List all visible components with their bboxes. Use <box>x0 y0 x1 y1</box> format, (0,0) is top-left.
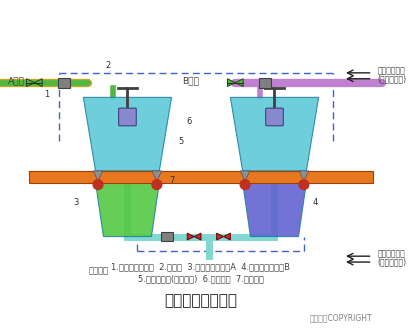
Polygon shape <box>26 79 34 87</box>
Text: 荷重传感器的应用: 荷重传感器的应用 <box>164 293 238 308</box>
Text: (从计算机来): (从计算机来) <box>377 258 406 266</box>
Polygon shape <box>187 233 194 240</box>
Polygon shape <box>235 79 243 87</box>
Circle shape <box>240 180 250 190</box>
Text: 2: 2 <box>105 61 111 70</box>
Bar <box>58 78 69 88</box>
Circle shape <box>299 180 309 190</box>
Text: 去反应塔: 去反应塔 <box>88 266 108 275</box>
FancyBboxPatch shape <box>119 108 136 126</box>
Text: 3: 3 <box>74 198 79 207</box>
Polygon shape <box>227 79 235 87</box>
Text: 混合比例信号: 混合比例信号 <box>377 250 405 259</box>
Text: A液体: A液体 <box>8 76 25 85</box>
Bar <box>161 232 173 242</box>
Text: 4: 4 <box>313 198 318 207</box>
Polygon shape <box>93 171 103 181</box>
Text: 1: 1 <box>44 90 50 99</box>
Polygon shape <box>96 183 159 237</box>
Text: 5.荷重传感器(每罐四只)  6.支撑结构  7.支撑平台: 5.荷重传感器(每罐四只) 6.支撑结构 7.支撑平台 <box>138 274 264 283</box>
Polygon shape <box>240 171 250 181</box>
Text: (从计算机来): (从计算机来) <box>377 74 406 83</box>
Text: 5: 5 <box>179 137 184 146</box>
Polygon shape <box>34 79 42 87</box>
Bar <box>259 78 270 88</box>
Text: 1.电动比例调节阀  2.膨胀节  3.化学原料储液罐A  4.化学原料储液罐B: 1.电动比例调节阀 2.膨胀节 3.化学原料储液罐A 4.化学原料储液罐B <box>111 262 291 271</box>
Polygon shape <box>83 97 171 171</box>
Text: B液体: B液体 <box>182 76 199 85</box>
Bar <box>30 171 372 183</box>
Polygon shape <box>152 171 162 181</box>
Text: 7: 7 <box>169 176 174 185</box>
Polygon shape <box>217 233 224 240</box>
Polygon shape <box>242 183 306 237</box>
Text: 东方仿真COPYRIGHT: 东方仿真COPYRIGHT <box>310 313 372 322</box>
Circle shape <box>152 180 162 190</box>
Circle shape <box>93 180 103 190</box>
Polygon shape <box>224 233 231 240</box>
Polygon shape <box>194 233 201 240</box>
FancyBboxPatch shape <box>266 108 283 126</box>
Polygon shape <box>231 97 319 171</box>
Text: 液面控制信号: 液面控制信号 <box>377 67 405 75</box>
Polygon shape <box>299 171 309 181</box>
Text: 6: 6 <box>187 118 192 126</box>
